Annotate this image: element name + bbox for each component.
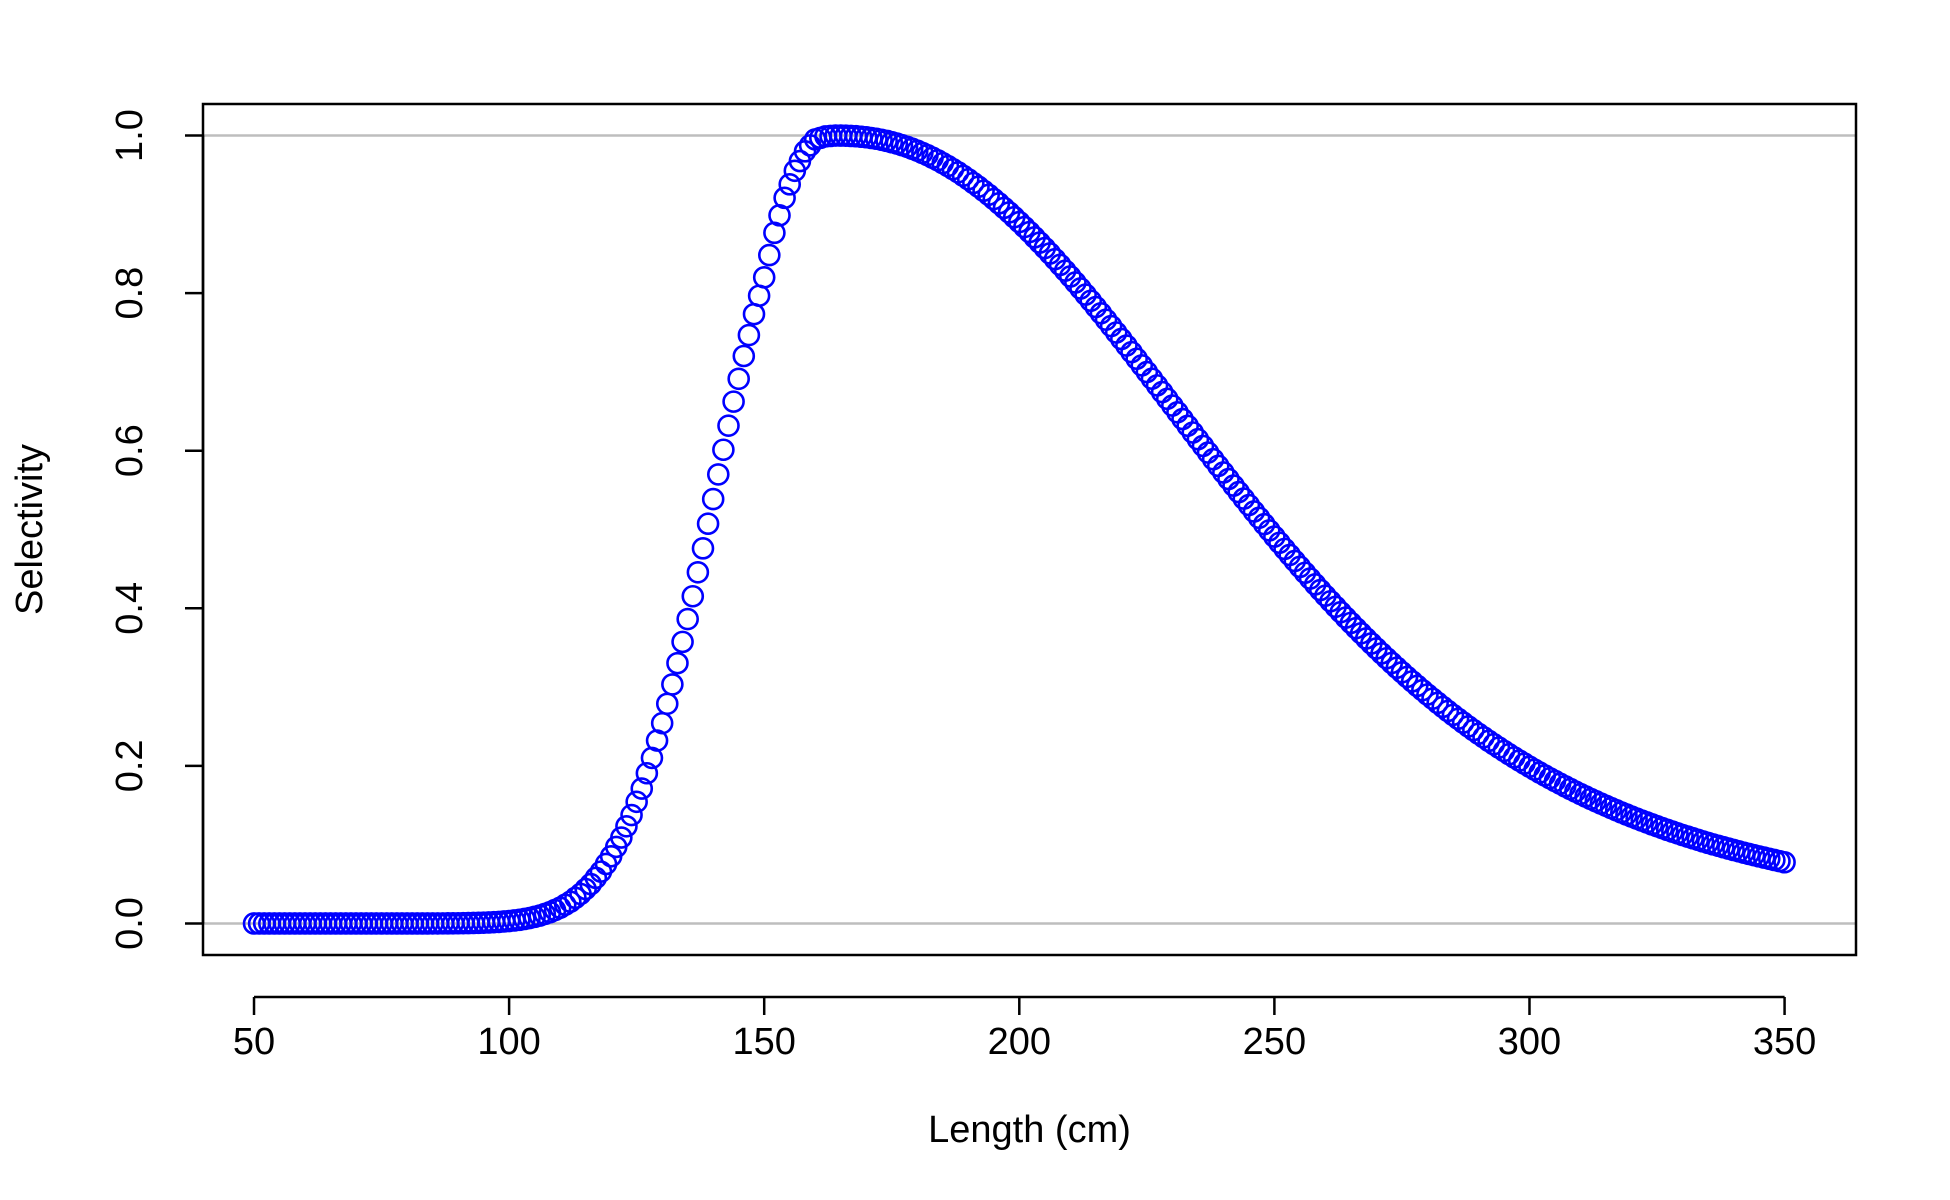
data-point [1115, 334, 1138, 357]
data-point [773, 186, 796, 210]
data-point [1074, 283, 1097, 306]
data-point [778, 173, 802, 196]
data-point [1237, 493, 1261, 517]
data-point [1099, 314, 1123, 338]
data-point [1110, 327, 1133, 351]
y-tick-label: 0.6 [109, 424, 151, 477]
data-point [701, 487, 725, 511]
data-point [727, 367, 750, 391]
data-point [1232, 487, 1256, 510]
data-point [1171, 407, 1194, 431]
y-tick-label: 0.8 [109, 267, 151, 320]
data-point [1069, 277, 1092, 300]
data-point [1263, 525, 1286, 548]
x-tick-label: 50 [233, 1021, 275, 1063]
data-point [1089, 301, 1113, 325]
data-point [717, 414, 740, 437]
data-point [1084, 295, 1108, 319]
data-point [1094, 308, 1118, 331]
data-point [1252, 512, 1276, 536]
x-axis-title: Length (cm) [928, 1109, 1131, 1151]
data-point [655, 692, 679, 716]
y-tick-label: 0.2 [109, 739, 151, 792]
data-point [650, 711, 674, 735]
data-point [1191, 434, 1215, 458]
data-point [1155, 387, 1179, 411]
data-point [691, 537, 715, 560]
data-point [706, 463, 730, 486]
data-point [1247, 506, 1271, 530]
data-point [620, 803, 643, 827]
data-point [747, 284, 771, 308]
data-point [1176, 414, 1199, 438]
data-point [737, 323, 761, 347]
data-point [661, 673, 684, 696]
x-tick-label: 300 [1498, 1021, 1561, 1063]
data-point [1206, 454, 1230, 478]
x-tick-label: 150 [733, 1021, 796, 1063]
data-point [696, 512, 720, 536]
data-point [615, 814, 638, 838]
data-point [1130, 354, 1154, 377]
data-point [681, 584, 705, 608]
data-point [666, 651, 689, 675]
data-point [1227, 480, 1250, 504]
y-axis: 0.0 0.2 0.4 0.6 0.8 1.0 [109, 109, 205, 950]
data-point [625, 790, 648, 814]
data-point [1140, 367, 1164, 390]
data-point [742, 302, 766, 326]
data-point [1104, 321, 1128, 344]
data-point [1273, 537, 1296, 561]
data-point [1120, 340, 1143, 364]
data-point [1150, 380, 1174, 404]
data-point [1196, 441, 1220, 464]
data-point [686, 560, 710, 584]
x-tick-label: 200 [988, 1021, 1051, 1063]
data-point [1773, 850, 1796, 874]
data-point [1222, 474, 1245, 497]
data-point [752, 266, 776, 289]
x-tick-label: 100 [477, 1021, 540, 1063]
data-point [1125, 347, 1148, 371]
y-tick-label: 0.4 [109, 582, 151, 635]
data-point [630, 777, 654, 800]
data-point [676, 607, 699, 631]
data-point [1242, 500, 1266, 523]
data-point [1257, 519, 1281, 542]
data-point [1135, 360, 1159, 384]
y-tick-label: 1.0 [109, 109, 151, 162]
data-point [1079, 289, 1103, 313]
data-point [1278, 543, 1301, 567]
y-tick-label: 0.0 [109, 897, 151, 950]
data-point [635, 761, 659, 785]
x-tick-label: 250 [1243, 1021, 1306, 1063]
data-point [1166, 400, 1189, 424]
x-tick-label: 350 [1753, 1021, 1816, 1063]
data-point [1217, 467, 1240, 491]
data-point [671, 630, 694, 654]
data-point [1268, 531, 1291, 555]
data-point [712, 438, 735, 462]
data-point [1181, 421, 1205, 444]
data-points [242, 124, 1796, 935]
data-point [1186, 427, 1210, 451]
data-point [610, 826, 633, 849]
data-point [1212, 461, 1235, 484]
data-point [1161, 394, 1184, 417]
data-point [758, 243, 781, 267]
y-axis-title: Selectivity [9, 444, 51, 615]
data-point [1201, 447, 1225, 471]
data-point [722, 390, 745, 413]
x-axis: 50 100 150 200 250 300 350 [233, 995, 1816, 1063]
data-point [1145, 374, 1169, 397]
plot-frame [201, 102, 1858, 957]
data-point [732, 344, 756, 368]
